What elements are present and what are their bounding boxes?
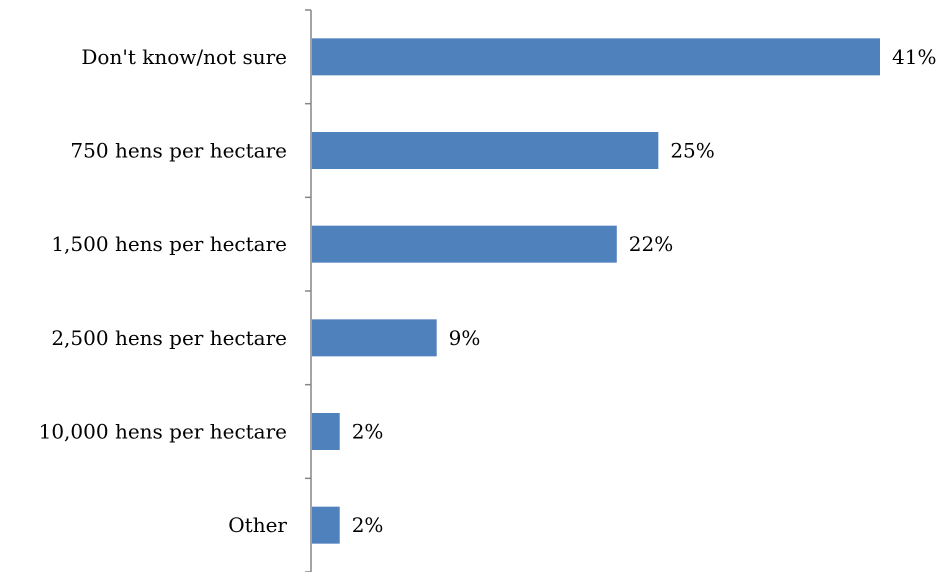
category-labels: Don't know/not sure 750 hens per hectare 1… — [39, 45, 288, 537]
data-label: 41% — [892, 45, 936, 69]
data-label: 9% — [449, 326, 481, 350]
axis-ticks — [305, 9, 311, 572]
value-labels: 41% 25% 22% 9% 2% 2% — [352, 45, 937, 537]
category-label: 750 hens per hectare — [70, 139, 287, 163]
bar — [312, 413, 340, 450]
bar — [312, 38, 880, 76]
bar — [312, 319, 437, 357]
category-label: Don't know/not sure — [81, 45, 287, 69]
category-label: 1,500 hens per hectare — [51, 232, 287, 256]
bar — [312, 225, 617, 263]
data-label: 22% — [629, 232, 673, 256]
data-label: 2% — [352, 513, 384, 537]
data-label: 2% — [352, 420, 384, 444]
category-label: 10,000 hens per hectare — [39, 420, 287, 444]
bar — [312, 132, 659, 169]
category-label: 2,500 hens per hectare — [51, 326, 287, 350]
bar — [312, 506, 340, 544]
bars-group — [312, 38, 880, 544]
category-label: Other — [228, 513, 287, 537]
data-label: 25% — [670, 139, 714, 163]
